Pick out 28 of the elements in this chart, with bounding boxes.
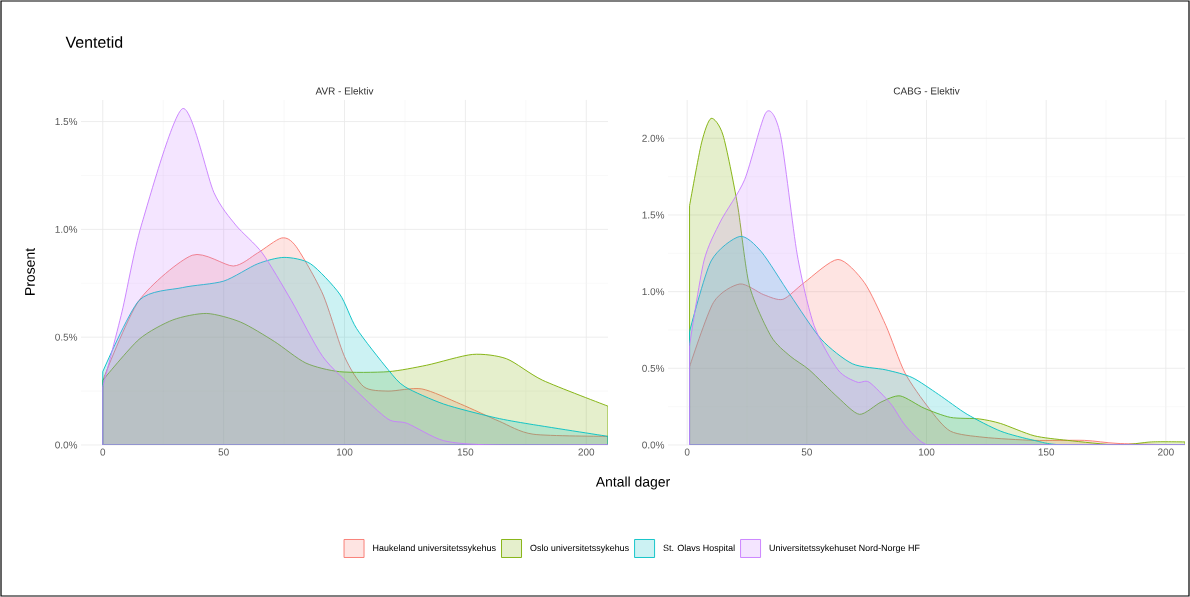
y-tick-label: 0.0% xyxy=(55,441,78,449)
x-tick-label: 100 xyxy=(336,448,353,456)
x-tick-label: 0 xyxy=(100,448,106,456)
y-axis-title: Prosent xyxy=(25,248,35,295)
legend-label: Universitetssykehuset Nord-Norge HF xyxy=(769,544,920,553)
x-tick-label: 100 xyxy=(918,448,935,456)
legend-label: Haukeland universitetssykehus xyxy=(373,544,496,553)
x-tick-label: 50 xyxy=(801,448,812,456)
y-tick-label: 0.0% xyxy=(642,441,665,449)
y-tick-label: 0.5% xyxy=(642,364,665,372)
y-tick-label: 2.0% xyxy=(642,134,665,142)
legend-label: St. Olavs Hospital xyxy=(663,544,735,553)
x-axis-title: Antall dager xyxy=(595,476,670,490)
y-tick-label: 0.5% xyxy=(55,333,78,341)
x-tick-label: 200 xyxy=(1158,448,1174,456)
y-tick-label: 1.5% xyxy=(55,118,78,126)
y-tick-label: 1.0% xyxy=(55,225,78,233)
x-tick-label: 200 xyxy=(578,448,595,456)
legend-label: Oslo universitetssykehus xyxy=(530,544,629,553)
chart-subtitle: AVR - Elektiv xyxy=(315,87,374,95)
y-tick-label: 1.0% xyxy=(642,288,665,296)
x-tick-label: 150 xyxy=(1038,448,1055,456)
x-tick-label: 0 xyxy=(684,448,690,456)
x-tick-label: 150 xyxy=(457,448,474,456)
chart-title: Ventetid xyxy=(65,36,123,48)
x-tick-label: 50 xyxy=(218,448,229,456)
y-tick-label: 1.5% xyxy=(642,211,665,219)
chart-subtitle: CABG - Elektiv xyxy=(893,87,960,95)
